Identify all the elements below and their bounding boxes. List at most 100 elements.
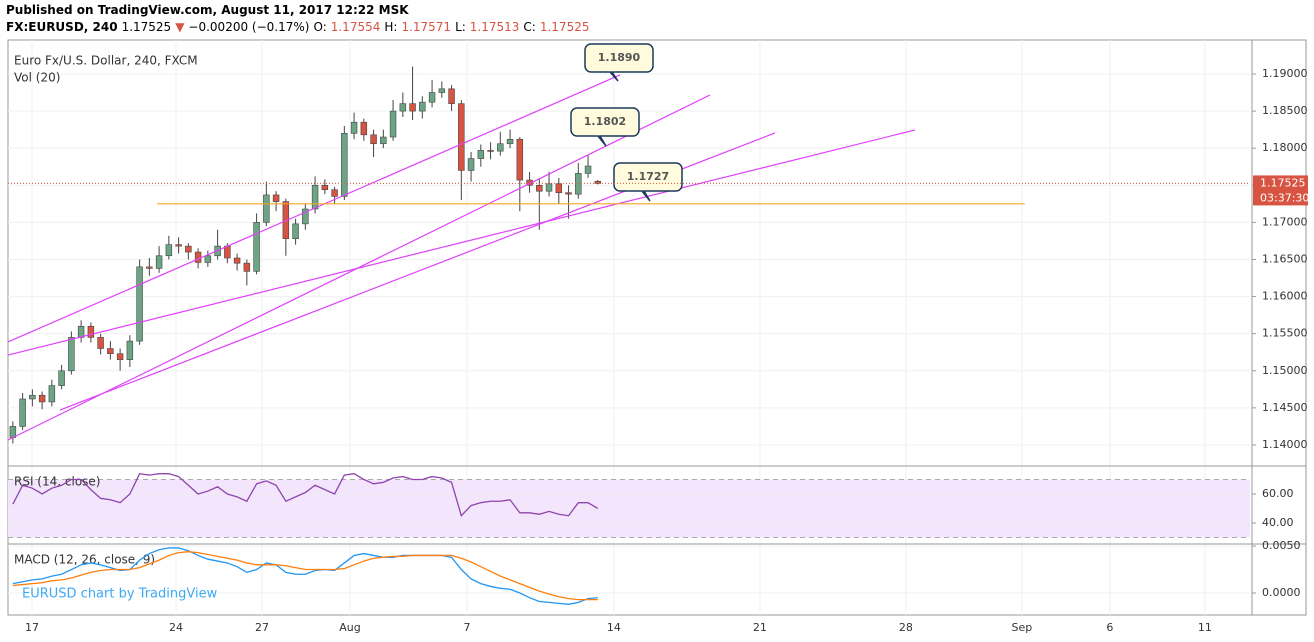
trend-line	[7, 74, 621, 343]
y-tick-label: 40.00	[1262, 516, 1294, 529]
candle-body	[126, 340, 134, 360]
candle-body	[477, 150, 485, 159]
candle-body	[243, 262, 251, 272]
indicator-line	[12, 472, 599, 517]
callout-box	[613, 162, 683, 202]
candle-body	[185, 245, 192, 253]
candle-body	[321, 184, 329, 191]
candle-body	[467, 158, 475, 171]
pane	[8, 40, 1250, 465]
pane-title: RSI (14, close)	[14, 475, 100, 489]
candle-body	[272, 194, 280, 202]
candle-body	[97, 337, 104, 349]
candle-body	[497, 143, 504, 152]
candle-body	[555, 183, 563, 193]
y-tick-label: 1.17000	[1262, 215, 1308, 228]
candle-body	[9, 426, 17, 438]
pane	[8, 545, 1250, 615]
candle-body	[224, 245, 231, 259]
candle-body	[87, 325, 95, 338]
indicator-line	[12, 547, 598, 605]
candle-body	[155, 255, 163, 269]
callout-box	[570, 107, 640, 147]
trend-line	[7, 129, 916, 356]
quote-item: FX:EURUSD, 240	[6, 20, 118, 34]
rsi-band	[8, 479, 1250, 538]
x-tick-label: 27	[255, 621, 269, 634]
candle-body	[448, 88, 455, 104]
quote-item: 1.17554	[330, 20, 381, 34]
candle-body	[165, 244, 173, 257]
candle-body	[29, 394, 36, 400]
y-tick-label: 1.18500	[1262, 104, 1308, 117]
quote-item: 1.17525	[539, 20, 590, 34]
quote-item: 1.17571	[401, 20, 452, 34]
candle-body	[19, 398, 26, 427]
candle-body	[116, 353, 124, 360]
x-tick-label: 24	[169, 621, 183, 634]
candle-body	[204, 255, 212, 263]
header: Published on TradingView.com, August 11,…	[6, 2, 593, 36]
pane	[8, 467, 1250, 543]
watermark: EURUSD chart by TradingView	[22, 587, 218, 602]
y-tick-label: 1.14500	[1262, 401, 1308, 414]
candle-body	[594, 180, 602, 184]
x-tick-label: 7	[463, 621, 470, 634]
candle-body	[536, 184, 543, 192]
x-tick-label: 14	[607, 621, 621, 634]
published-note: Published on TradingView.com, August 11,…	[6, 3, 409, 17]
x-tick-label: 28	[899, 621, 913, 634]
countdown: 03:37:30	[1260, 191, 1309, 204]
quote-item: 1.17525	[121, 20, 172, 34]
chart-frame	[7, 39, 1307, 616]
candle-body	[233, 257, 241, 264]
x-tick-label: Aug	[339, 621, 360, 634]
candle-body	[428, 92, 436, 103]
candle-body	[516, 138, 524, 181]
candle-body	[146, 266, 153, 269]
x-tick-label: Sep	[1012, 621, 1033, 634]
candle-body	[545, 183, 553, 192]
last-price-tag	[1253, 175, 1308, 206]
callout-label: 1.1727	[627, 170, 669, 183]
candle-body	[584, 165, 592, 174]
candle-body	[438, 88, 446, 93]
candle-body	[409, 103, 416, 112]
y-tick-label: 1.15500	[1262, 327, 1308, 340]
y-tick-label: 1.16000	[1262, 290, 1308, 303]
candle-body	[565, 192, 572, 195]
quote-item: ▼	[175, 20, 185, 34]
candle-body	[68, 337, 75, 372]
y-tick-label: 0.0000	[1262, 586, 1301, 599]
candle-body	[331, 189, 338, 197]
quote-item: L:	[455, 20, 466, 34]
candle-body	[360, 121, 368, 136]
candle-body	[311, 184, 319, 210]
callout-label: 1.1890	[598, 51, 641, 64]
pane-title: Euro Fx/U.S. Dollar, 240, FXCM	[14, 54, 198, 68]
candle-body	[263, 194, 270, 223]
candle-body	[350, 121, 358, 134]
candle-body	[136, 266, 143, 342]
candle-body	[107, 348, 114, 355]
indicator-line	[12, 551, 598, 601]
candle-body	[458, 103, 465, 171]
candle-body	[58, 370, 65, 386]
last-price-label: 1.17525	[1260, 176, 1306, 189]
candle-body	[506, 138, 514, 145]
quote-item: 1.17513	[469, 20, 520, 34]
candle-body	[302, 208, 309, 225]
quote-item: C:	[523, 20, 536, 34]
candle-body	[38, 394, 46, 403]
candle-body	[175, 244, 182, 247]
y-tick-label: 1.18000	[1262, 141, 1308, 154]
candle-body	[194, 251, 202, 263]
candle-body	[487, 150, 494, 152]
x-tick-label: 6	[1106, 621, 1113, 634]
candle-body	[253, 222, 260, 272]
candle-body	[292, 223, 299, 239]
y-tick-label: 1.14000	[1262, 438, 1308, 451]
y-tick-label: 0.0050	[1262, 539, 1301, 552]
